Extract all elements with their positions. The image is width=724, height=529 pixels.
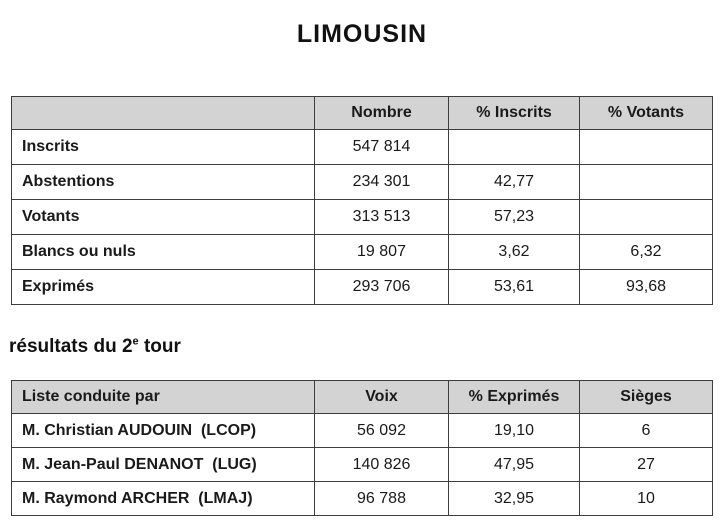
cell-nombre: 547 814	[314, 129, 449, 165]
cell-sieges: 27	[579, 447, 713, 482]
cell-voix: 56 092	[314, 413, 449, 448]
cell-pct-votants	[579, 199, 713, 235]
cell-nombre: 19 807	[314, 234, 449, 270]
cell-pct-inscrits	[448, 129, 580, 165]
col-header-voix: Voix	[314, 380, 449, 414]
row-label: Inscrits	[11, 129, 315, 165]
cell-pct-exprimes: 19,10	[448, 413, 580, 448]
participation-header-row: Nombre % Inscrits % Votants	[11, 96, 713, 130]
col-header-empty	[11, 96, 315, 130]
row-label: Exprimés	[11, 269, 315, 305]
page-title: LIMOUSIN	[296, 20, 428, 48]
section-heading-text: résultats du 2	[9, 336, 133, 357]
section-heading: résultats du 2e tour	[9, 336, 724, 358]
section-heading-superscript: e	[132, 335, 139, 348]
participation-table: Nombre % Inscrits % Votants Inscrits 547…	[11, 96, 713, 305]
cell-pct-votants	[579, 129, 713, 165]
table-row-candidate-denanot: M. Jean-Paul DENANOT (LUG) 140 826 47,95…	[11, 447, 713, 482]
cell-nombre: 234 301	[314, 164, 449, 200]
col-header-pct-exprimes: % Exprimés	[448, 380, 580, 414]
cell-pct-inscrits: 42,77	[448, 164, 580, 200]
candidate-name: M. Jean-Paul DENANOT (LUG)	[11, 447, 315, 482]
cell-nombre: 293 706	[314, 269, 449, 305]
candidate-name: M. Raymond ARCHER (LMAJ)	[11, 481, 315, 516]
results-table: Liste conduite par Voix % Exprimés Siège…	[11, 380, 713, 516]
row-label: Votants	[11, 199, 315, 235]
table-row-exprimes: Exprimés 293 706 53,61 93,68	[11, 269, 713, 305]
cell-voix: 96 788	[314, 481, 449, 516]
col-header-liste-conduite-par: Liste conduite par	[11, 380, 315, 414]
col-header-pct-inscrits: % Inscrits	[448, 96, 580, 130]
cell-sieges: 6	[579, 413, 713, 448]
cell-pct-exprimes: 47,95	[448, 447, 580, 482]
table-row-votants: Votants 313 513 57,23	[11, 199, 713, 235]
col-header-pct-votants: % Votants	[579, 96, 713, 130]
cell-sieges: 10	[579, 481, 713, 516]
row-label: Abstentions	[11, 164, 315, 200]
cell-pct-votants	[579, 164, 713, 200]
cell-pct-votants: 93,68	[579, 269, 713, 305]
results-header-row: Liste conduite par Voix % Exprimés Siège…	[11, 380, 713, 414]
table-row-abstentions: Abstentions 234 301 42,77	[11, 164, 713, 200]
table-row-blancs-ou-nuls: Blancs ou nuls 19 807 3,62 6,32	[11, 234, 713, 270]
section-heading-text-end: tour	[138, 336, 181, 357]
candidate-name: M. Christian AUDOUIN (LCOP)	[11, 413, 315, 448]
cell-pct-inscrits: 57,23	[448, 199, 580, 235]
row-label: Blancs ou nuls	[11, 234, 315, 270]
cell-pct-inscrits: 53,61	[448, 269, 580, 305]
table-row-candidate-archer: M. Raymond ARCHER (LMAJ) 96 788 32,95 10	[11, 481, 713, 516]
cell-pct-exprimes: 32,95	[448, 481, 580, 516]
cell-pct-votants: 6,32	[579, 234, 713, 270]
cell-voix: 140 826	[314, 447, 449, 482]
table-row-candidate-audouin: M. Christian AUDOUIN (LCOP) 56 092 19,10…	[11, 413, 713, 448]
table-row-inscrits: Inscrits 547 814	[11, 129, 713, 165]
col-header-nombre: Nombre	[314, 96, 449, 130]
col-header-sieges: Sièges	[579, 380, 713, 414]
cell-pct-inscrits: 3,62	[448, 234, 580, 270]
cell-nombre: 313 513	[314, 199, 449, 235]
